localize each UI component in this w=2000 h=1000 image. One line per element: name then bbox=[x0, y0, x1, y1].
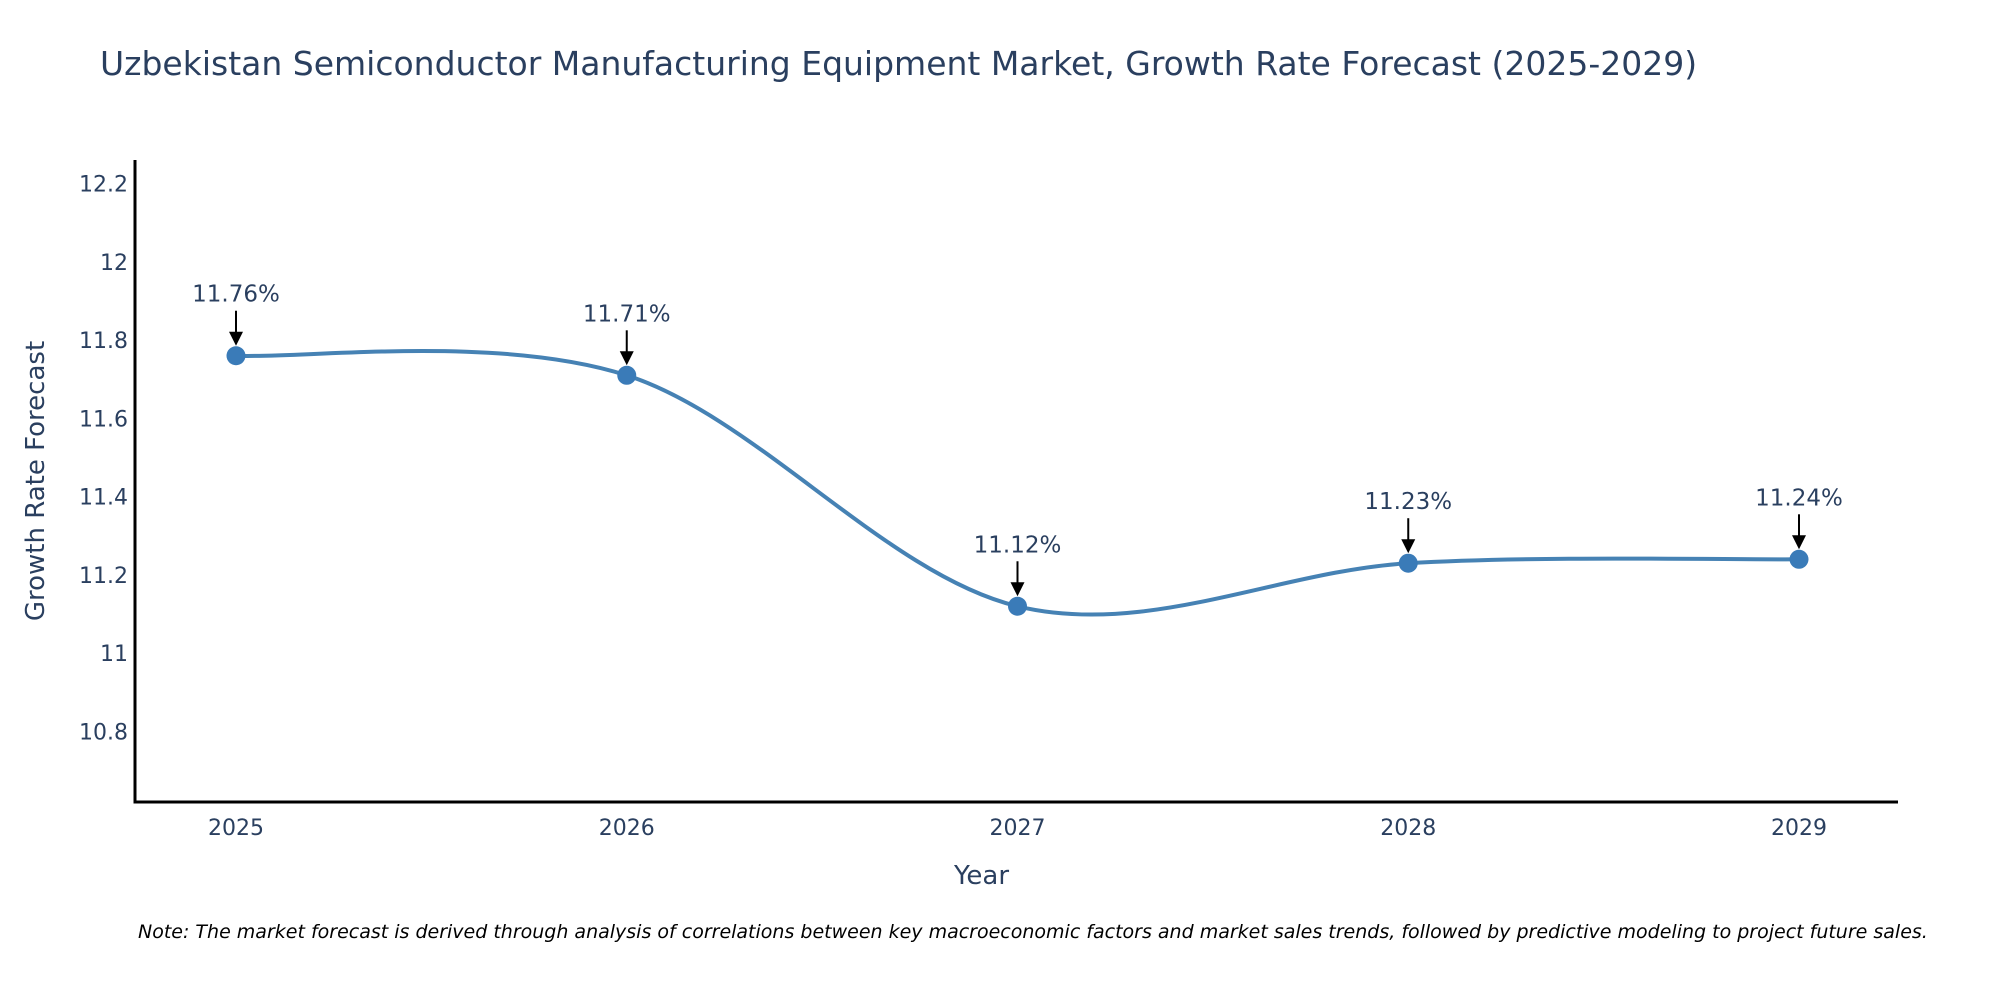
annotation-arrow-head bbox=[619, 351, 634, 366]
x-axis-title: Year bbox=[953, 861, 1009, 891]
y-tick-label: 12 bbox=[100, 251, 128, 276]
x-tick-label: 2028 bbox=[1380, 816, 1436, 841]
y-tick-label: 11.2 bbox=[79, 564, 128, 589]
y-tick-label: 11.8 bbox=[79, 329, 128, 354]
x-tick-label: 2029 bbox=[1771, 816, 1827, 841]
annotation-arrow-head bbox=[1010, 582, 1025, 597]
data-point bbox=[1789, 549, 1809, 569]
annotation-arrow-head bbox=[229, 331, 243, 346]
y-axis-ticks: 10.8 11 11.2 11.4 11.6 11.8 12 12.2 bbox=[79, 172, 128, 745]
data-label: 11.76% bbox=[192, 282, 280, 308]
footnote: Note: The market forecast is derived thr… bbox=[138, 921, 1928, 943]
data-point bbox=[1008, 596, 1027, 616]
data-label: 11.24% bbox=[1755, 485, 1843, 511]
y-tick-label: 11 bbox=[100, 642, 128, 667]
data-point bbox=[1398, 553, 1418, 573]
x-tick-label: 2026 bbox=[599, 816, 655, 841]
data-markers bbox=[226, 346, 1809, 616]
x-axis-ticks: 2025 2026 2027 2028 2029 bbox=[208, 816, 1827, 841]
y-tick-label: 12.2 bbox=[79, 172, 128, 197]
y-tick-label: 11.4 bbox=[79, 486, 128, 511]
y-tick-label: 10.8 bbox=[79, 721, 128, 746]
chart-title: Uzbekistan Semiconductor Manufacturing E… bbox=[100, 44, 1698, 83]
x-tick-label: 2025 bbox=[208, 816, 264, 841]
y-axis-title: Growth Rate Forecast bbox=[21, 341, 51, 621]
data-label: 11.12% bbox=[974, 532, 1062, 558]
data-label: 11.71% bbox=[583, 301, 671, 327]
data-label: 11.23% bbox=[1364, 489, 1452, 515]
y-tick-label: 11.6 bbox=[79, 407, 128, 432]
annotation-arrow-head bbox=[1792, 535, 1806, 550]
annotation-arrow-head bbox=[1401, 539, 1416, 554]
x-tick-label: 2027 bbox=[990, 816, 1046, 841]
data-point bbox=[226, 346, 246, 366]
data-annotations: 11.76% 11.71% 11.12% 11.23% 11.24% bbox=[192, 282, 1843, 597]
data-point bbox=[617, 365, 637, 385]
